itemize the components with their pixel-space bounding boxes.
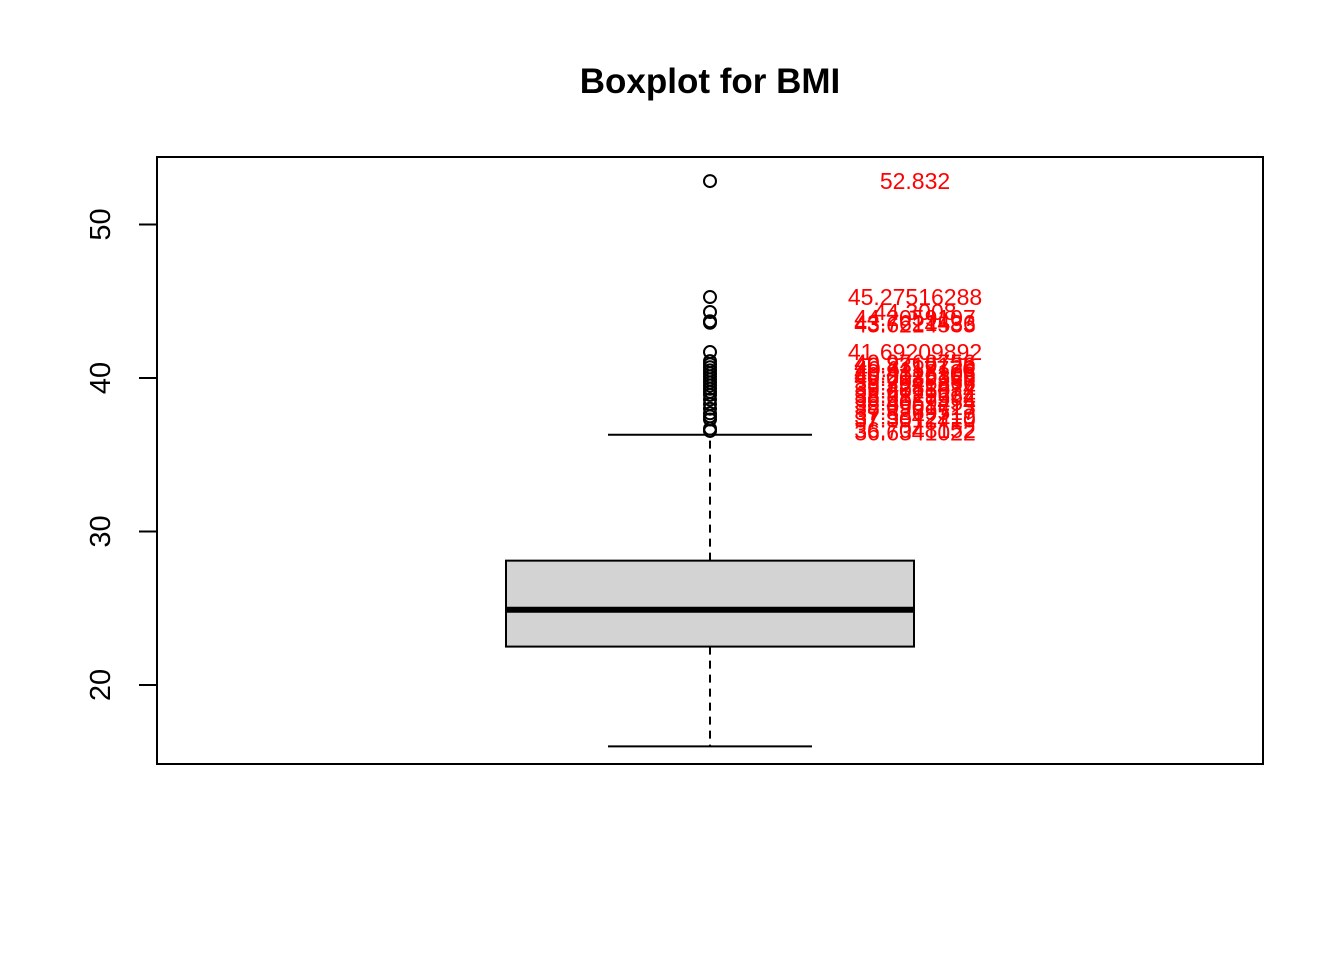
outlier-point <box>703 387 717 402</box>
outlier-label: 40.2126306 <box>854 362 976 388</box>
outlier-label: 40.4318106 <box>854 359 976 385</box>
y-tick-label: 30 <box>85 515 117 547</box>
outlier-point <box>703 305 717 320</box>
outlier-label: 38.6827594 <box>854 385 976 411</box>
outlier-label: 44.3008 <box>873 299 956 325</box>
outlier-label: 52.832 <box>880 168 950 194</box>
outlier-label: 39.7046866 <box>854 370 976 396</box>
outlier-label: 39.2015074 <box>854 377 976 403</box>
outlier-label: 43.6214583 <box>854 311 976 337</box>
outlier-label: 40.8319126 <box>854 353 976 379</box>
y-tick-label: 50 <box>85 208 117 240</box>
outlier-label: 37.8269517 <box>854 399 976 425</box>
outlier-label: 37.3012410 <box>854 406 976 432</box>
outlier-label: 45.27516288 <box>848 284 982 310</box>
outlier-point <box>703 174 717 189</box>
outlier-label: 36.6341022 <box>854 419 976 445</box>
iqr-box <box>505 559 915 648</box>
outlier-label: 40.9768756 <box>854 350 976 376</box>
outlier-point <box>703 423 717 438</box>
outlier-point <box>703 315 717 330</box>
outlier-label: 40.6117776 <box>855 356 975 382</box>
outlier-point <box>703 401 717 416</box>
outlier-label: 39.4281474 <box>854 374 976 400</box>
outlier-label: 40.0089366 <box>854 365 976 391</box>
outlier-label: 43.7621436 <box>854 310 976 336</box>
outlier-label: 38.4059454 <box>854 390 976 416</box>
outlier-label: 44.2059107 <box>854 305 976 331</box>
outlier-labels-group: 52.832 45.2751628844.300844.205910743.762… <box>848 168 982 445</box>
chart-title: Boxplot for BMI <box>580 62 841 101</box>
outlier-label: 36.7048152 <box>854 417 976 443</box>
outlier-label: 37.5342719 <box>854 403 976 429</box>
y-axis: 20 30 40 50 <box>85 208 158 701</box>
outlier-label: 41.69209892 <box>848 339 982 365</box>
box-group <box>505 433 915 748</box>
outlier-label: 38.0901713 <box>854 394 976 420</box>
y-tick-label: 20 <box>85 669 117 701</box>
outlier-label: 38.9129634 <box>854 382 976 408</box>
outlier-point <box>703 392 717 407</box>
outlier-point <box>703 290 717 305</box>
y-tick-label: 40 <box>85 362 117 394</box>
outliers-group <box>703 174 717 438</box>
